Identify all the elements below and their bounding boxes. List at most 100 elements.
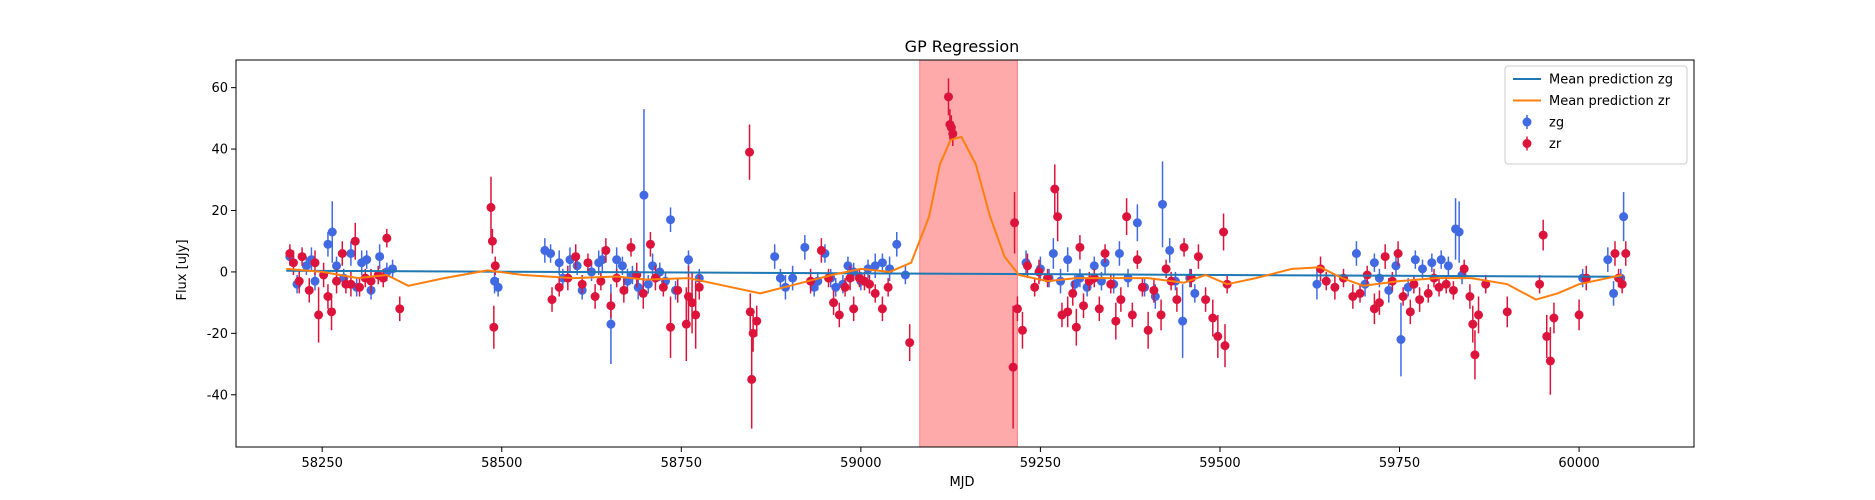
data-point-zr (1010, 218, 1020, 228)
data-point-zr (626, 242, 636, 252)
data-point-zg (1609, 288, 1619, 298)
line-mean-prediction-zr (286, 135, 1623, 301)
data-point-zr (1116, 295, 1126, 305)
data-point-zg (892, 239, 902, 249)
legend-label: zg (1549, 116, 1564, 131)
y-tick-label: 0 (220, 265, 228, 280)
highlight-region (919, 59, 1018, 448)
data-point-zr (1068, 288, 1078, 298)
data-point-zr (332, 276, 342, 286)
data-point-zr (1617, 279, 1627, 289)
x-tick-label: 58750 (661, 456, 702, 471)
data-point-zr (1405, 307, 1415, 317)
data-point-zr (849, 304, 859, 314)
data-point-zr (489, 322, 499, 332)
data-point-zr (1127, 310, 1137, 320)
data-point-zr (350, 236, 360, 246)
data-point-zg (1384, 285, 1394, 295)
y-tick-label: -20 (207, 327, 228, 342)
data-point-zr (1330, 282, 1340, 292)
data-point-zg (1454, 227, 1464, 237)
legend-label: Mean prediction zg (1549, 73, 1673, 88)
data-point-zr (1398, 292, 1408, 301)
data-point-zr (877, 304, 887, 314)
plot-area (285, 59, 1631, 448)
data-point-zr (1441, 279, 1451, 289)
data-point-zr (747, 374, 757, 384)
data-point-zr (673, 285, 683, 295)
data-point-zr (943, 92, 953, 102)
data-point-zr (864, 279, 874, 289)
data-point-zr (691, 310, 701, 320)
data-point-zr (1574, 310, 1584, 320)
data-point-zr (1071, 322, 1081, 332)
data-point-zr (748, 328, 758, 338)
data-point-zr (834, 310, 844, 320)
data-point-zr (1050, 184, 1060, 194)
data-point-zr (645, 239, 655, 249)
data-point-zr (601, 245, 611, 255)
data-point-zr (1017, 325, 1027, 335)
data-point-zr (1545, 356, 1555, 366)
data-point-zr (1549, 313, 1559, 323)
data-point-zr (1535, 279, 1545, 289)
x-tick-label: 59250 (1020, 456, 1061, 471)
data-point-zr (382, 233, 392, 243)
data-point-zr (346, 279, 356, 289)
x-axis-label: MJD (949, 475, 974, 490)
axes-frame (235, 59, 1695, 448)
data-point-zr (285, 249, 295, 258)
data-point-zg (310, 276, 320, 286)
data-point-zg (327, 227, 337, 237)
data-point-zr (490, 261, 500, 271)
data-point-zr (1474, 310, 1484, 320)
x-tick-label: 59750 (1379, 456, 1420, 471)
data-point-zg (597, 255, 607, 265)
data-point-zr (1094, 304, 1104, 314)
data-point-zr (638, 288, 648, 298)
y-tick-label: 60 (211, 81, 228, 96)
data-point-zr (1143, 325, 1153, 335)
data-point-zg (1089, 261, 1099, 271)
data-point-zr (590, 292, 600, 301)
data-point-zr (1075, 242, 1085, 252)
data-point-zg (606, 319, 616, 329)
data-point-zr (606, 301, 616, 311)
data-point-zg (1351, 249, 1361, 258)
data-point-zg (346, 249, 356, 258)
data-point-zr (1179, 242, 1189, 252)
data-point-zr (745, 307, 755, 317)
x-axis-ticks: 58250 58500 58750 59000 59250 59500 59750 60000 (302, 447, 1600, 471)
legend: Mean prediction zg Mean prediction zr zg zr (1504, 65, 1688, 165)
data-point-zr (571, 252, 581, 262)
data-point-zr (752, 316, 762, 326)
legend-label: zr (1549, 137, 1562, 152)
data-point-zr (486, 202, 496, 212)
data-point-zr (745, 147, 755, 157)
data-point-zr (323, 292, 333, 301)
data-point-zg (1165, 245, 1175, 255)
data-point-zr (681, 319, 691, 329)
data-point-zr (1137, 282, 1147, 292)
data-point-zr (1122, 212, 1132, 222)
data-point-zg (1369, 258, 1379, 268)
data-point-zr (1468, 319, 1478, 329)
legend-box (1504, 65, 1688, 165)
data-point-zr (1106, 279, 1116, 289)
legend-point-marker (1522, 139, 1532, 148)
data-point-zr (870, 288, 880, 298)
data-point-zr (1156, 310, 1166, 320)
data-point-zg (643, 279, 653, 289)
y-axis-ticks: -40 -20 0 20 40 60 (207, 81, 236, 403)
data-point-zg (877, 258, 887, 268)
data-point-zg (1427, 258, 1437, 268)
data-point-zr (845, 273, 855, 283)
data-point-zr (1022, 261, 1032, 271)
x-tick-label: 60000 (1558, 456, 1599, 471)
data-point-zr (1161, 264, 1171, 274)
data-point-zr (1434, 282, 1444, 292)
y-tick-label: 20 (211, 204, 228, 219)
data-point-zr (1448, 285, 1458, 295)
data-point-zr (883, 282, 893, 292)
data-point-zg (1158, 199, 1168, 209)
